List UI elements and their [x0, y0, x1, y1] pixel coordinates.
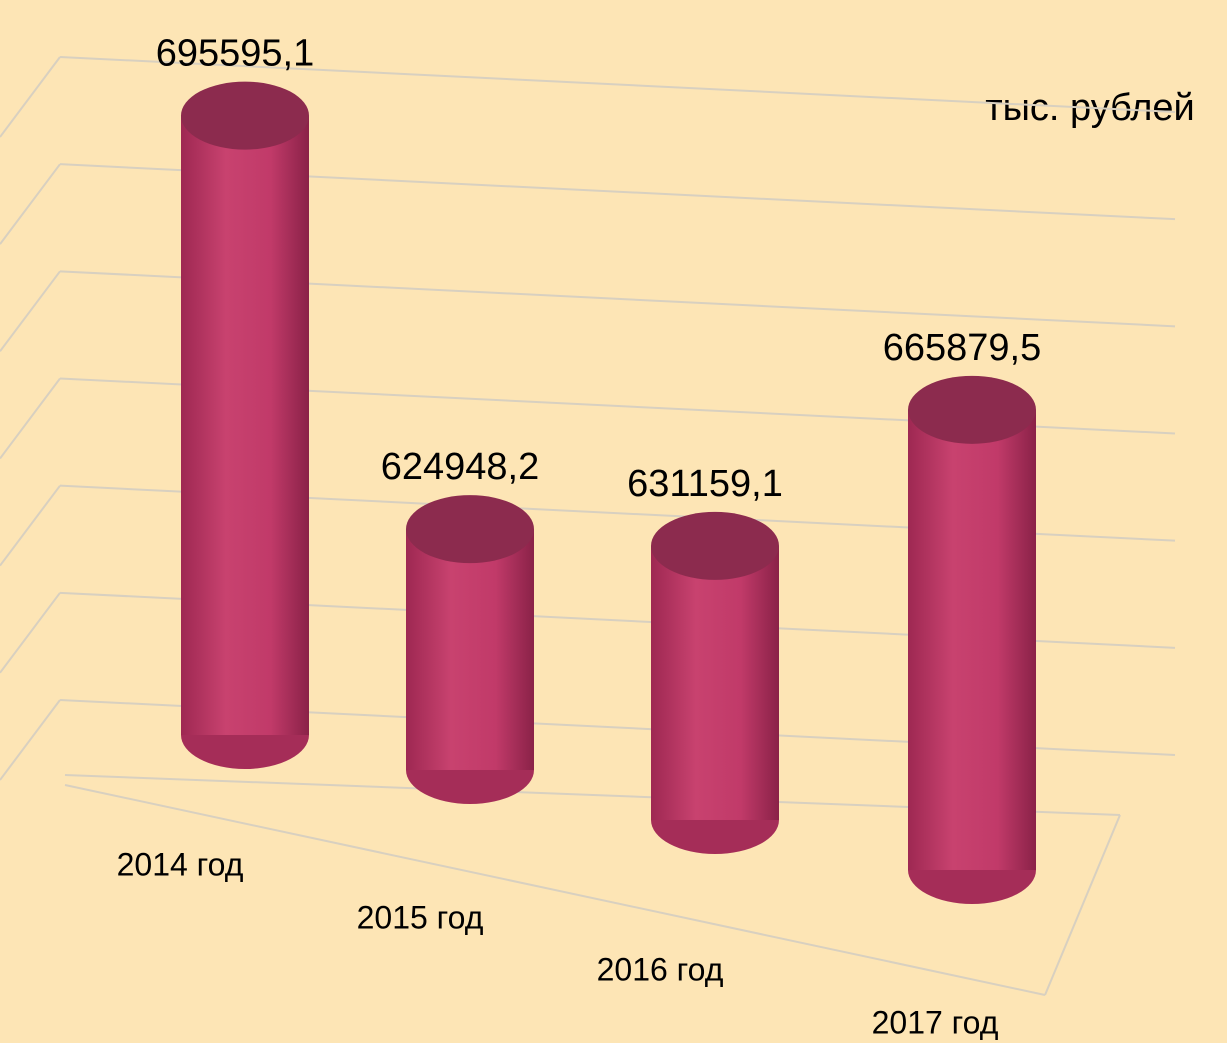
value-label: 665879,5 [883, 327, 1042, 369]
x-tick-label: 2017 год [872, 1004, 999, 1040]
x-tick-label: 2015 год [357, 899, 484, 935]
grid-line-side [0, 485, 61, 567]
bar [406, 529, 534, 770]
bar-top [406, 495, 534, 564]
floor-right [1044, 814, 1121, 996]
x-tick-label: 2016 год [597, 951, 724, 987]
grid-line-side [0, 377, 61, 460]
grid-line-side [0, 699, 61, 781]
bar [908, 409, 1036, 870]
grid-line-side [0, 270, 61, 352]
grid-line-side [0, 163, 61, 245]
floor-front [64, 784, 1046, 996]
value-label: 695595,1 [156, 33, 315, 75]
grid-line [59, 56, 1176, 113]
bar-top [181, 81, 309, 150]
bar [651, 545, 779, 820]
grid-line-side [0, 592, 61, 674]
bar-top [908, 375, 1036, 444]
grid-line-side [0, 56, 61, 138]
value-label: 631159,1 [627, 463, 783, 505]
value-label: 624948,2 [381, 446, 540, 488]
bar-top [651, 511, 779, 580]
bar [181, 115, 309, 736]
x-tick-label: 2014 год [117, 846, 244, 882]
